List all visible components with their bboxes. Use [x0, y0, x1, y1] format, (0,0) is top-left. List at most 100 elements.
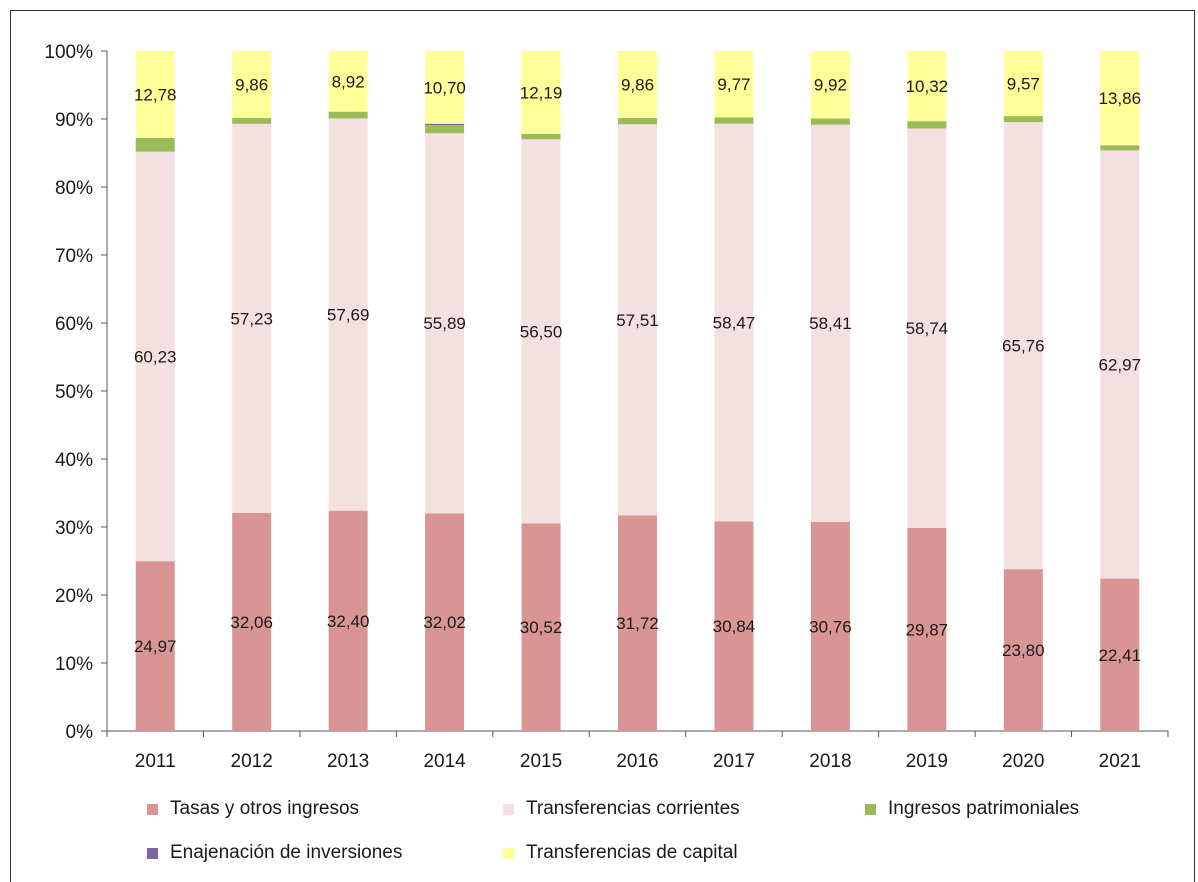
legend-item-enajenacion: Enajenación de inversiones — [147, 842, 402, 864]
chart-frame — [10, 10, 1195, 882]
bar-segment — [907, 121, 947, 129]
data-label: 62,97 — [1098, 356, 1141, 375]
data-label: 9,86 — [235, 76, 268, 95]
bar-segment — [425, 51, 465, 124]
x-tick-label: 2020 — [1002, 751, 1044, 772]
y-tick-label: 0% — [66, 722, 94, 743]
bar-segment — [714, 521, 754, 731]
legend-swatch-enajenacion — [147, 847, 158, 859]
data-label: 12,19 — [520, 83, 563, 102]
x-tick-label: 2012 — [231, 751, 273, 772]
data-label: 12,78 — [134, 85, 177, 104]
bar-segment — [1100, 51, 1140, 146]
x-tick-label: 2015 — [520, 751, 562, 772]
x-axis: 2011 2012 2013 2014 2015 2016 2017 2018 2019 2020… — [106, 730, 1169, 772]
data-label: 32,06 — [230, 613, 273, 632]
bar-segment — [1100, 150, 1140, 579]
y-tick-label: 90% — [55, 110, 93, 131]
bar-segment — [618, 51, 657, 119]
bar-segment — [425, 133, 465, 514]
bar-segment — [714, 117, 754, 124]
legend-item-transferencias-capital: Transferencias de capital — [503, 842, 738, 864]
y-tick-label: 40% — [55, 450, 93, 471]
x-tick-label: 2013 — [327, 751, 369, 772]
bar-segment — [425, 125, 465, 134]
bar-segment — [810, 521, 850, 731]
x-tick-label: 2016 — [616, 751, 658, 772]
data-label: 58,74 — [906, 319, 949, 338]
bar-segment — [907, 128, 947, 528]
y-tick-label: 50% — [55, 382, 93, 403]
bar-segment — [232, 123, 272, 513]
data-label: 24,97 — [134, 637, 177, 656]
bar-segment — [232, 118, 272, 124]
legend-swatch-transferencias-capital — [503, 847, 514, 859]
data-label: 60,23 — [134, 347, 177, 366]
legend-swatch-ingresos-patrimoniales — [865, 803, 876, 815]
y-axis: 0% 10% 20% 30% 40% 50% 60% 70% 80% 90% 100% — [44, 42, 108, 743]
x-tick-label: 2019 — [906, 751, 948, 772]
bar-segment — [1100, 578, 1140, 731]
bar-segment — [810, 51, 850, 119]
bar-segment — [328, 118, 368, 511]
legend-label-enajenacion: Enajenación de inversiones — [170, 842, 403, 863]
x-tick-label: 2021 — [1099, 751, 1141, 772]
y-tick-label: 80% — [55, 178, 93, 199]
bar-segment — [425, 513, 465, 731]
data-label: 30,52 — [520, 618, 563, 637]
data-label: 23,80 — [1002, 641, 1045, 660]
legend-label-ingresos-patrimoniales: Ingresos patrimoniales — [888, 798, 1080, 819]
bar-segment — [714, 123, 754, 522]
bar-segment — [810, 124, 850, 522]
y-tick-label: 30% — [55, 518, 93, 539]
bar-segment — [1100, 145, 1140, 151]
x-tick-label: 2011 — [135, 751, 176, 772]
y-tick-label: 60% — [55, 314, 93, 335]
legend-label-transferencias-corrientes: Transferencias corrientes — [526, 798, 740, 819]
legend-item-ingresos-patrimoniales: Ingresos patrimoniales — [865, 798, 1079, 820]
y-tick-label: 70% — [55, 246, 93, 267]
bar-segment — [232, 51, 272, 119]
legend-label-tasas: Tasas y otros ingresos — [170, 798, 360, 819]
data-label: 22,41 — [1098, 646, 1141, 665]
legend-swatch-tasas — [147, 803, 158, 815]
data-label: 13,86 — [1098, 89, 1141, 108]
data-label: 9,57 — [1007, 75, 1040, 94]
y-tick-label: 10% — [55, 654, 93, 675]
bars — [135, 51, 1140, 731]
bar-segment — [135, 561, 175, 731]
data-label: 9,77 — [717, 75, 750, 94]
bar-segment — [907, 527, 947, 731]
data-label: 55,89 — [423, 314, 466, 333]
bar-segment — [618, 118, 657, 125]
data-label: 9,92 — [814, 76, 847, 95]
data-label: 9,86 — [621, 76, 654, 95]
bar-segment — [907, 51, 947, 122]
x-tick-label: 2014 — [423, 751, 466, 772]
data-label: 29,87 — [906, 620, 949, 639]
bar-segment — [810, 118, 850, 125]
bar-segment — [135, 151, 175, 562]
data-label: 10,70 — [423, 78, 466, 97]
data-label: 65,76 — [1002, 337, 1045, 356]
data-label: 57,51 — [616, 311, 659, 330]
bar-segment — [135, 51, 175, 138]
bar-segment — [135, 137, 175, 152]
bar-segment — [1003, 121, 1043, 570]
data-labels: 24,97 60,23 12,78 32,06 57,23 9,86 32,40 57,69 8… — [134, 72, 1141, 664]
data-label: 30,84 — [713, 617, 756, 636]
data-label: 32,02 — [423, 613, 466, 632]
bar-segment — [328, 510, 368, 731]
data-label: 31,72 — [616, 614, 659, 633]
x-tick-label: 2018 — [809, 751, 851, 772]
data-label: 10,32 — [906, 77, 949, 96]
x-tick-label: 2017 — [713, 751, 755, 772]
bar-segment — [521, 51, 561, 134]
bar-segment — [328, 111, 368, 119]
legend-item-tasas: Tasas y otros ingresos — [147, 798, 359, 820]
data-label: 8,92 — [332, 72, 365, 91]
data-label: 58,47 — [713, 313, 756, 332]
bar-segment — [1003, 569, 1043, 731]
bar-segment — [618, 124, 657, 516]
data-label: 57,69 — [327, 306, 370, 325]
